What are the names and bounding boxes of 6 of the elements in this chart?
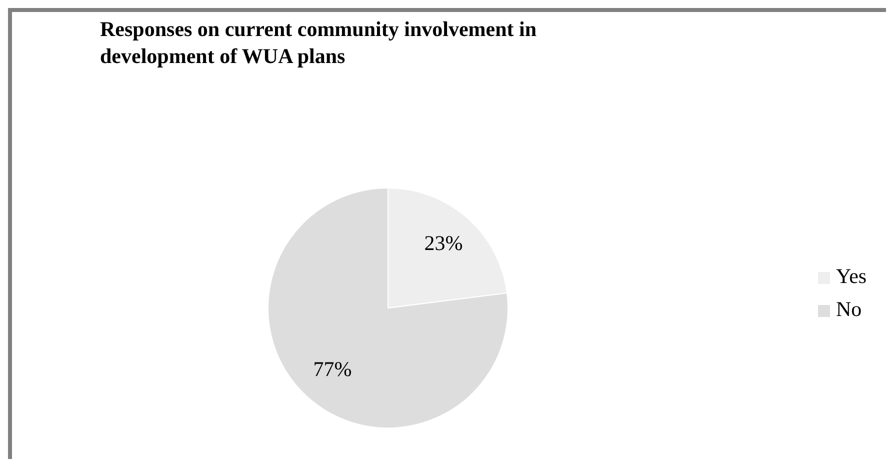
data-label: 23% xyxy=(424,230,463,255)
legend-label: Yes xyxy=(836,264,867,288)
pie-slice xyxy=(268,188,508,428)
chart-title: Responses on current community involvement in development of WUA plans xyxy=(100,17,537,68)
legend-label: No xyxy=(836,296,862,321)
data-label: 77% xyxy=(313,356,352,381)
